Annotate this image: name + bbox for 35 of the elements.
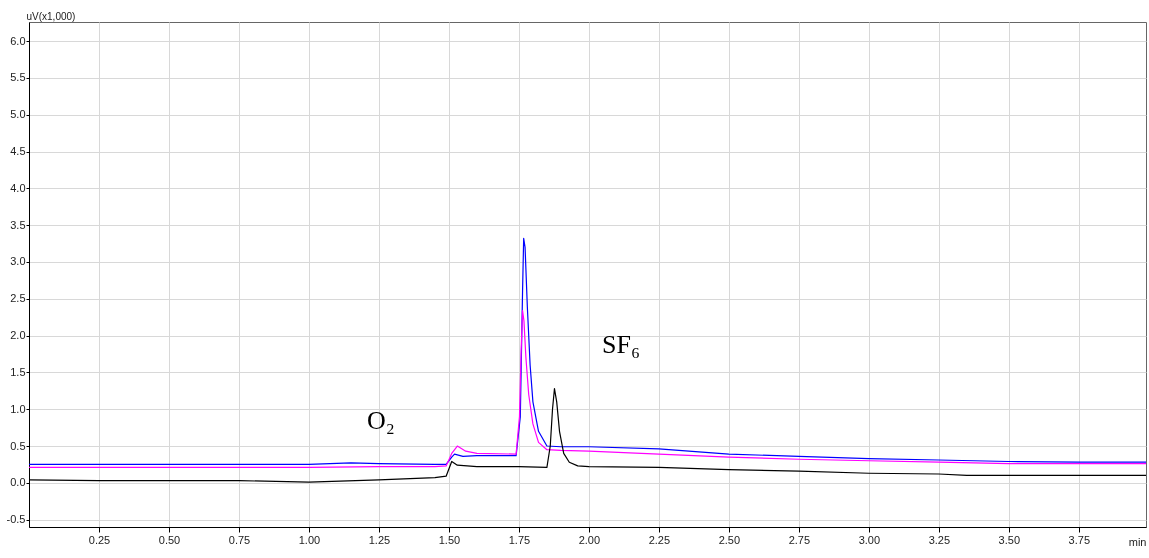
- y-tick-label: 4.0: [10, 181, 26, 194]
- y-tick-label: 6.0: [10, 34, 26, 47]
- y-tick-label: 0.5: [10, 439, 26, 452]
- y-tick-label: 0.0: [10, 476, 26, 489]
- x-tick-label: 0.75: [228, 533, 251, 546]
- x-tick-label: 3.00: [858, 533, 881, 546]
- x-tick-label: 2.25: [648, 533, 671, 546]
- x-axis-title: min: [1128, 535, 1147, 548]
- y-tick-label: 5.5: [10, 71, 26, 84]
- x-tick-label: 0.50: [158, 533, 181, 546]
- x-tick-label: 2.75: [788, 533, 811, 546]
- x-tick-label: 2.00: [578, 533, 601, 546]
- annotation: SF₆: [602, 330, 640, 360]
- y-tick-label: 3.5: [10, 218, 26, 231]
- y-tick-label: -0.5: [6, 513, 26, 526]
- y-tick-label: 1.0: [10, 402, 26, 415]
- x-tick-label: 1.50: [438, 533, 461, 546]
- y-axis-title: uV(x1,000): [26, 10, 76, 22]
- x-tick-label: 1.00: [298, 533, 321, 546]
- y-tick-label: 5.0: [10, 108, 26, 121]
- annotation: O₂: [366, 405, 395, 435]
- line-series: [29, 309, 1146, 468]
- x-tick-label: 0.25: [88, 533, 111, 546]
- y-tick-label: 2.5: [10, 292, 26, 305]
- y-tick-label: 2.0: [10, 329, 26, 342]
- x-tick-label: 3.25: [928, 533, 951, 546]
- y-tick-label: 1.5: [10, 365, 26, 378]
- y-tick-label: 3.0: [10, 255, 26, 268]
- x-tick-label: 1.75: [508, 533, 531, 546]
- y-tick-label: 4.5: [10, 145, 26, 158]
- x-tick-label: 1.25: [368, 533, 391, 546]
- x-tick-label: 3.75: [1068, 533, 1091, 546]
- x-tick-label: 2.50: [718, 533, 741, 546]
- x-tick-label: 3.50: [998, 533, 1021, 546]
- line-series: [29, 237, 1146, 466]
